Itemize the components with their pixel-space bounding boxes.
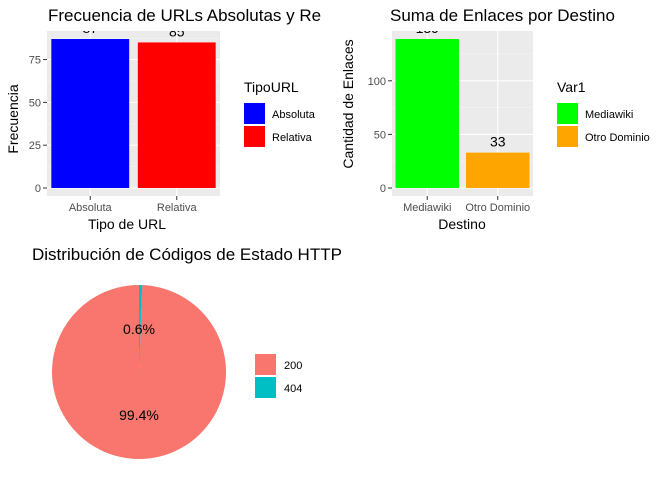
c1-bar-relativa [137,42,216,188]
c3-slice-label: 0.6% [123,321,155,337]
c2-legend-key [557,126,578,147]
c2-legend-key [557,103,578,124]
c2-title-bg [340,0,672,31]
c2-y-ticks: 0 50 100 [368,76,392,195]
c3-slice-404 [139,285,143,372]
c1-x-tick-label: Absoluta [69,202,113,214]
c2-y-tick-label: 0 [380,183,386,195]
c3-legend-label: 200 [284,360,302,372]
c1-y-tick-label: 0 [35,183,41,195]
c3-slice-200 [51,285,226,459]
c1-x-tick-label: Relativa [157,202,198,214]
c2-x-tick-label: Otro Dominio [465,202,530,214]
c2-y-tick-label: 100 [368,76,386,88]
c1-bars [51,39,216,188]
c2-data-label: 33 [490,134,506,150]
c1-title-bg [0,0,340,31]
c3-legend-label: 404 [284,383,302,395]
c2-bar-otro-dominio [466,152,530,188]
c2-x-ticks: Mediawiki Otro Dominio [403,196,530,214]
http-status-pie-chart: Distribución de Códigos de Estado HTTP 9… [32,245,342,459]
c3-slice-label: 99.4% [119,407,159,423]
c3-slice-labels: 99.4% 0.6% [119,321,159,423]
c1-y-ticks: 0 25 50 75 [29,55,47,195]
c3-slices [51,285,226,459]
c3-legend-key [255,377,276,398]
c2-title: Suma de Enlaces por Destino [390,6,615,25]
c3-legend-key [255,354,276,375]
c2-y-tick-label: 50 [374,129,386,141]
c2-legend-label: Otro Dominio [585,132,650,144]
c1-legend-key [244,126,265,147]
c3-legend: 200 404 [255,354,302,398]
c2-y-axis-title: Cantidad de Enlaces [340,39,356,168]
c2-bars [395,39,530,188]
c1-x-ticks: Absoluta Relativa [69,196,198,214]
c1-y-tick-label: 25 [29,140,41,152]
c1-x-axis-title: Tipo de URL [88,216,166,232]
c1-y-tick-label: 75 [29,55,41,67]
c1-legend: TipoURL Absoluta Relativa [244,79,316,147]
c2-x-axis-title: Destino [438,216,486,232]
c1-y-tick-label: 50 [29,97,41,109]
c1-legend-key [244,103,265,124]
c2-legend-title: Var1 [557,79,586,95]
c2-bar-mediawiki [395,39,459,188]
c2-x-tick-label: Mediawiki [403,202,451,214]
c1-y-axis-title: Frecuencia [5,84,21,153]
c1-title: Frecuencia de URLs Absolutas y Re [48,6,321,25]
c2-legend: Var1 Mediawiki Otro Dominio [557,79,650,147]
c3-title: Distribución de Códigos de Estado HTTP [32,245,342,264]
c2-legend-label: Mediawiki [585,109,633,121]
c1-legend-label: Relativa [272,132,313,144]
c1-legend-label: Absoluta [272,109,316,121]
c1-bar-absoluta [51,39,130,188]
c1-legend-title: TipoURL [244,79,299,95]
